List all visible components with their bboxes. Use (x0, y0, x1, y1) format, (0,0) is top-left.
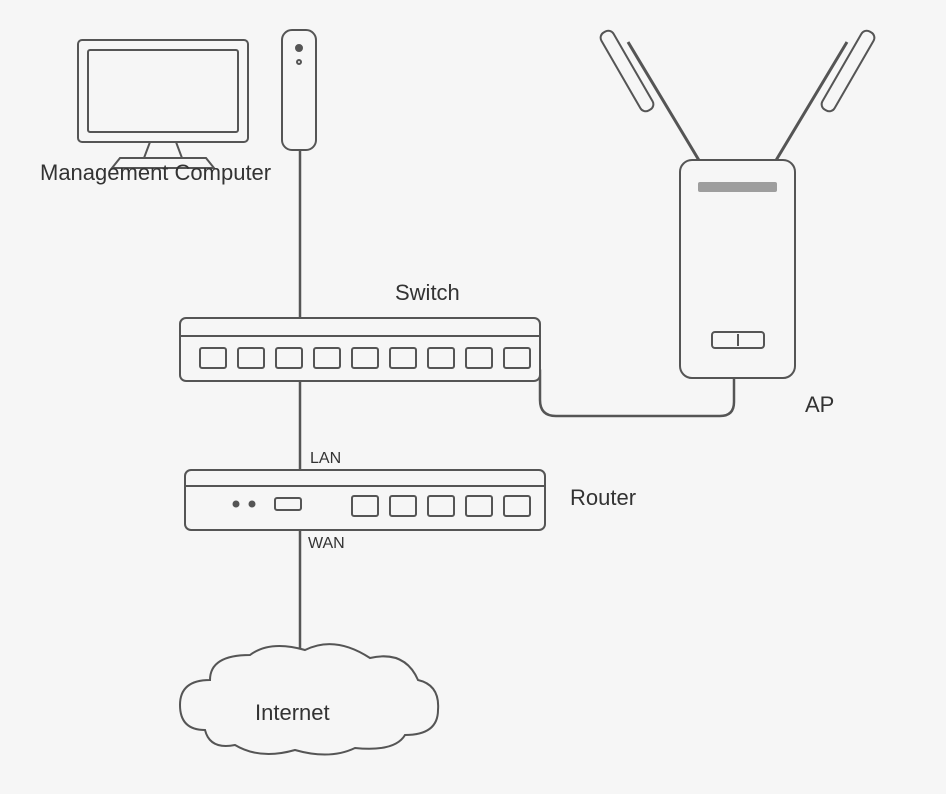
switch-label: Switch (395, 280, 460, 306)
computer-label: Management Computer (40, 160, 271, 186)
internet-label: Internet (255, 700, 330, 726)
ap-antenna-right (775, 29, 877, 162)
router-wan-label: WAN (308, 535, 345, 553)
diagram-canvas: Management Computer Switch Router LAN WA… (0, 0, 946, 794)
ap-label: AP (805, 392, 834, 418)
ap-antenna-left (598, 29, 700, 162)
router-lan-label: LAN (310, 450, 341, 468)
router-label: Router (570, 485, 636, 511)
